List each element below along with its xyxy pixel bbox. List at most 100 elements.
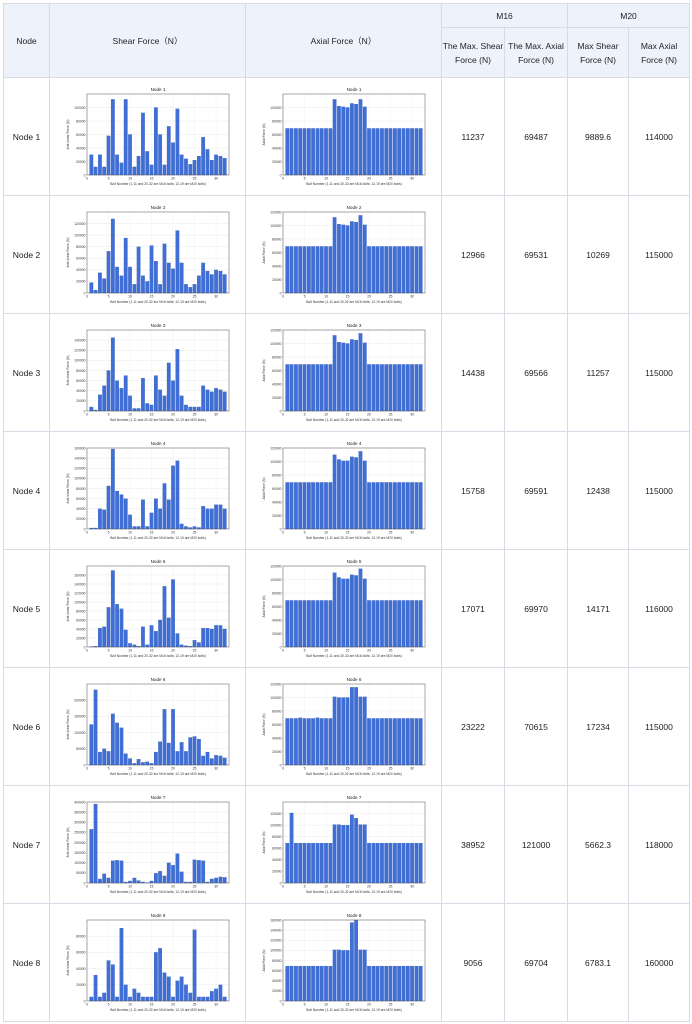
- bar: [379, 599, 384, 647]
- shear-force-chart-cell: Node 4 0 20000 40000 60000 80000 100000 120000 1…: [49, 431, 246, 550]
- y-tick-label: 0: [279, 291, 281, 295]
- bar: [306, 245, 311, 293]
- x-tick-label: 5: [107, 412, 109, 416]
- y-tick-label: 40000: [272, 146, 282, 150]
- m16-max-axial-value: 69487: [503, 77, 569, 196]
- x-tick-label: 5: [107, 176, 109, 180]
- x-tick-label: 5: [303, 176, 305, 180]
- bar: [362, 342, 367, 411]
- bar: [418, 717, 423, 765]
- x-tick-label: 15: [149, 884, 153, 888]
- bar: [192, 406, 196, 411]
- bar: [414, 245, 418, 293]
- bar: [332, 216, 337, 293]
- bar: [353, 456, 358, 529]
- plot-frame: [282, 565, 425, 647]
- bar: [136, 525, 141, 529]
- bar: [336, 223, 341, 293]
- bar: [315, 599, 319, 647]
- y-tick-label: 20000: [76, 159, 86, 163]
- bar: [170, 578, 175, 647]
- bar: [218, 504, 222, 529]
- bar: [179, 523, 184, 529]
- bar: [319, 599, 324, 647]
- bar: [336, 696, 341, 765]
- bar: [370, 599, 375, 647]
- axial-force-chart-cell: Node 4 0 20000 40000 60000 80000 100000 120000 0…: [245, 431, 442, 550]
- x-tick-label: 15: [345, 294, 349, 298]
- y-tick-label: 100000: [270, 577, 281, 581]
- bar: [127, 880, 132, 883]
- bar: [222, 757, 227, 765]
- bar: [383, 127, 388, 175]
- bar: [144, 761, 149, 765]
- bar: [187, 406, 192, 411]
- bar: [93, 166, 97, 175]
- x-axis-label: Bolt Number (1-11 and 20-32 are M16 bolt…: [110, 182, 206, 186]
- x-axis-label: Bolt Number (1-11 and 20-32 are M16 bolt…: [110, 654, 206, 658]
- bar: [358, 214, 362, 293]
- x-tick-label: 5: [107, 1002, 109, 1006]
- bar: [302, 245, 306, 293]
- y-tick-label: 0: [279, 881, 281, 885]
- bar: [179, 154, 184, 175]
- bar: [388, 127, 392, 175]
- plot-frame: [282, 919, 425, 1001]
- bar: [302, 717, 306, 765]
- bar: [106, 135, 110, 175]
- bar: [205, 751, 209, 765]
- shear-force-chart-cell: Node 1 0 20000 40000 60000 80000 100000 0 5 10 15 2…: [49, 77, 246, 196]
- m16-max-shear-value: 17071: [441, 549, 505, 668]
- y-tick-label: 0: [279, 999, 281, 1003]
- x-tick-label: 30: [214, 176, 218, 180]
- bar: [297, 965, 302, 1001]
- bar: [157, 133, 162, 175]
- bar: [409, 842, 414, 883]
- x-axis-label: Bolt Number (1-11 and 20-32 are M16 bolt…: [110, 890, 206, 894]
- bar: [213, 624, 218, 647]
- bar: [414, 842, 418, 883]
- m20-max-axial-value: 115000: [628, 667, 691, 786]
- y-axis-label: Anti-shear Force (N): [66, 827, 70, 857]
- node-label: Node 2: [3, 195, 50, 314]
- bar: [340, 824, 345, 883]
- bar: [114, 154, 119, 175]
- y-tick-label: 100000: [270, 695, 281, 699]
- bar: [101, 277, 106, 293]
- bar: [293, 965, 298, 1001]
- x-tick-label: 15: [345, 884, 349, 888]
- plot-frame: [282, 93, 425, 175]
- bar: [101, 748, 106, 765]
- y-tick-label: 60000: [272, 968, 282, 972]
- x-tick-label: 10: [324, 1002, 328, 1006]
- axial-force-chart-cell: Node 6 0 20000 40000 60000 80000 100000 120000 0…: [245, 667, 442, 786]
- bar: [179, 741, 184, 765]
- bar: [166, 125, 171, 175]
- bar: [153, 260, 158, 293]
- y-tick-label: 120000: [270, 446, 281, 450]
- bar: [144, 280, 149, 293]
- bar: [345, 824, 349, 883]
- x-tick-label: 5: [303, 294, 305, 298]
- bar: [218, 155, 222, 175]
- table-row: Node 2 Node 2 0 20000 40000 60000 80000 100000 1…: [3, 195, 691, 314]
- bar: [140, 377, 145, 411]
- bar: [196, 275, 201, 293]
- bar: [170, 996, 175, 1001]
- y-tick-label: 20000: [272, 989, 282, 993]
- bar: [388, 965, 392, 1001]
- bar: [127, 514, 132, 529]
- bar: [127, 996, 132, 1001]
- y-axis-label: Axial Force (N): [262, 241, 266, 263]
- bar: [213, 154, 218, 175]
- bar: [88, 281, 93, 293]
- bar: [383, 481, 388, 529]
- chart-title: Node 8: [150, 913, 165, 918]
- bar: [136, 155, 141, 175]
- x-axis-label: Bolt Number (1-11 and 20-32 are M16 bolt…: [306, 772, 402, 776]
- bar: [170, 465, 175, 529]
- bar: [297, 245, 302, 293]
- bar: [353, 919, 358, 1001]
- bar: [366, 245, 371, 293]
